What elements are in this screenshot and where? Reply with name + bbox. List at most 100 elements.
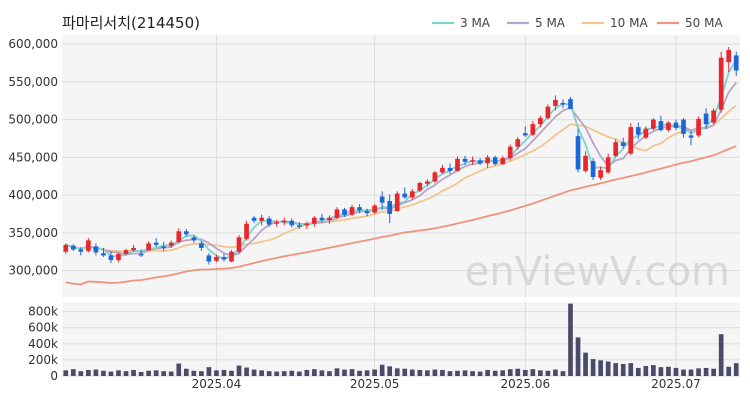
candle-body <box>620 142 626 146</box>
volume-bar <box>372 369 377 376</box>
volume-bar <box>101 370 106 376</box>
volume-bar <box>635 367 641 376</box>
candle-body <box>530 124 536 135</box>
volume-bar <box>605 361 611 376</box>
volume-bar <box>387 366 393 376</box>
volume-bar <box>123 371 129 376</box>
volume-bar <box>643 365 649 376</box>
volume-bar <box>214 370 219 376</box>
volume-bar <box>432 369 438 376</box>
x-tick-label: 2025.05 <box>350 377 400 391</box>
candle-body <box>342 209 347 215</box>
price-tick-label: 400,000 <box>8 188 58 202</box>
volume-bar <box>116 370 121 376</box>
price-tick-label: 500,000 <box>8 113 58 127</box>
candle-body <box>131 247 136 251</box>
candle-body <box>500 158 506 165</box>
volume-bar <box>462 370 468 376</box>
candle-body <box>244 223 249 239</box>
price-panel-bg <box>62 35 740 297</box>
candle-body <box>108 255 114 261</box>
volume-bar <box>379 364 385 376</box>
volume-bar <box>545 370 551 376</box>
volume-bar <box>696 368 701 376</box>
volume-bar <box>229 370 234 376</box>
candle-body <box>643 128 649 138</box>
volume-bar <box>312 369 317 376</box>
volume-bar <box>259 370 264 376</box>
volume-bar <box>440 369 445 376</box>
candle-body <box>575 136 581 170</box>
candle-body <box>658 121 664 131</box>
volume-bar <box>304 369 310 376</box>
candle-body <box>221 256 227 260</box>
volume-bar <box>349 369 355 376</box>
volume-bar <box>183 368 189 376</box>
legend-label: 5 MA <box>535 16 566 30</box>
x-tick-label: 2025.06 <box>500 377 550 391</box>
volume-bar <box>78 371 84 376</box>
volume-bar <box>334 368 340 376</box>
volume-bar <box>590 359 596 376</box>
volume-bar <box>620 363 626 376</box>
volume-bar <box>161 371 167 376</box>
candle-body <box>214 256 219 261</box>
chart-title: 파마리서치(214450) <box>62 14 200 32</box>
volume-bar <box>688 369 694 376</box>
watermark-text: enViewV.com <box>465 249 730 295</box>
volume-bar <box>63 370 69 376</box>
volume-bar <box>455 370 460 376</box>
volume-bar <box>168 371 174 376</box>
volume-bar <box>522 369 528 376</box>
volume-bar <box>86 369 91 376</box>
volume-bar <box>70 369 76 376</box>
candle-body <box>70 245 76 250</box>
candle-body <box>289 220 295 226</box>
volume-bar <box>530 369 536 376</box>
candle-body <box>733 55 739 71</box>
candle-body <box>425 181 430 184</box>
volume-bar <box>583 352 588 376</box>
candle-body <box>718 57 724 110</box>
candle-body <box>161 246 167 248</box>
candle-body <box>372 205 377 213</box>
volume-bar <box>575 337 581 376</box>
volume-bar <box>191 370 197 376</box>
candle-body <box>364 210 370 214</box>
volume-bar <box>470 371 475 376</box>
volume-bar <box>342 369 347 376</box>
candle-body <box>394 193 400 211</box>
volume-bar <box>651 365 656 376</box>
candle-body <box>492 157 498 165</box>
candle-body <box>673 122 679 128</box>
volume-bar <box>251 369 257 376</box>
candle-body <box>628 127 634 154</box>
candle-body <box>455 158 460 171</box>
volume-bar <box>199 371 204 376</box>
candle-body <box>545 106 551 119</box>
candle-body <box>312 217 317 224</box>
volume-tick-label: 200k <box>28 353 58 367</box>
volume-bar <box>266 371 272 376</box>
candle-body <box>432 172 438 182</box>
candle-body <box>199 243 204 248</box>
volume-bar <box>538 370 543 376</box>
candle-body <box>229 251 234 262</box>
candle-body <box>681 119 686 134</box>
candle-body <box>123 250 129 254</box>
volume-bar <box>613 363 619 376</box>
volume-bar <box>560 371 566 376</box>
volume-bar <box>568 303 573 376</box>
volume-bar <box>327 371 332 376</box>
candle-body <box>236 237 242 252</box>
volume-bar <box>409 369 415 376</box>
candle-body <box>266 218 272 225</box>
candle-body <box>635 127 641 135</box>
candle-body <box>168 242 174 246</box>
volume-bar <box>131 369 136 376</box>
volume-tick-label: 800k <box>28 305 58 319</box>
legend-label: 10 MA <box>610 16 648 30</box>
candle-body <box>462 158 468 162</box>
